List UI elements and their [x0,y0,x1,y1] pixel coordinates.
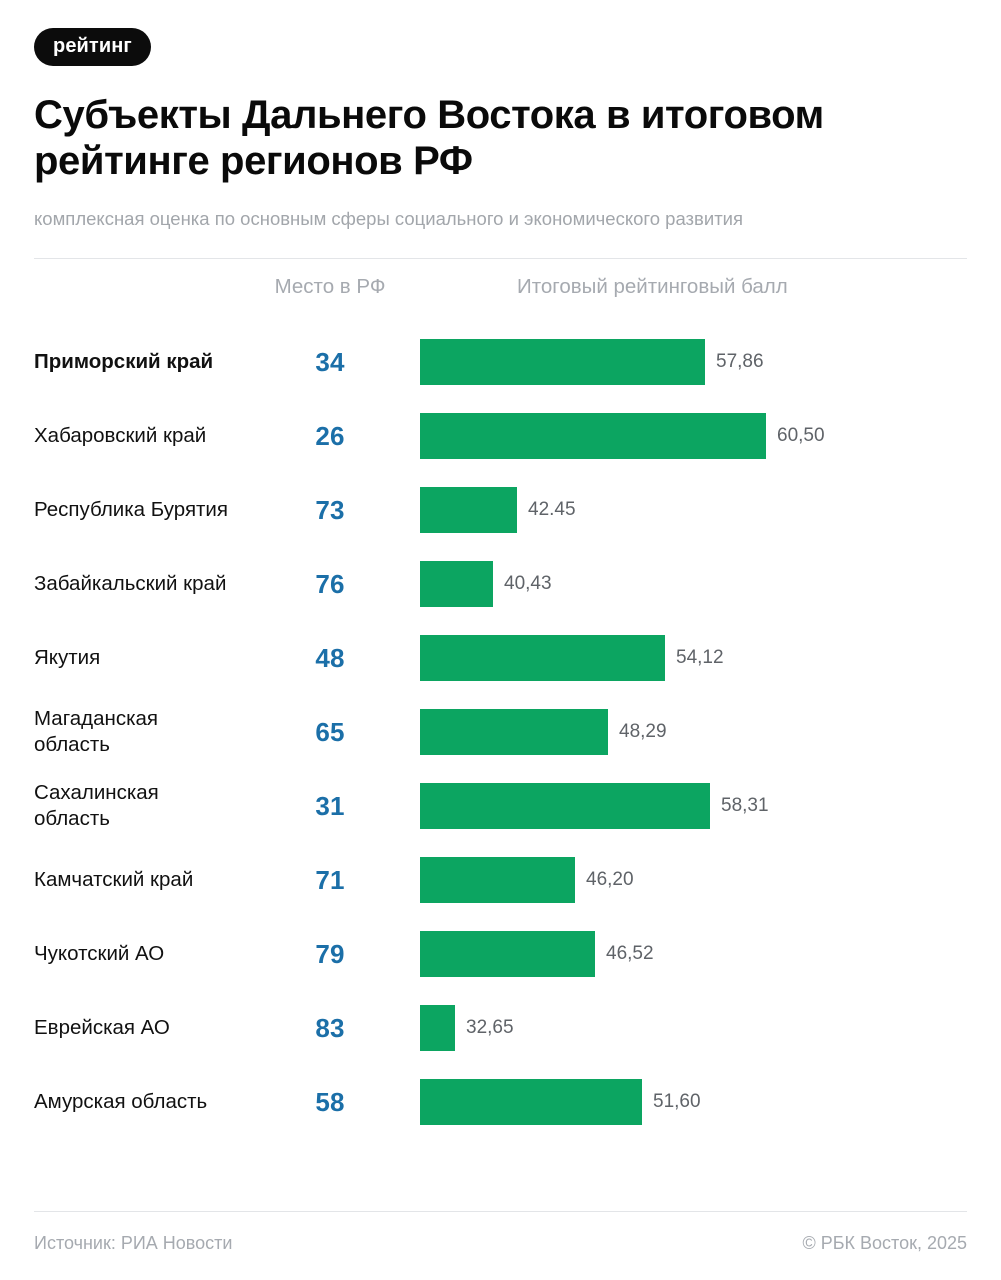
table-row: Магаданская область 65 48,29 [34,695,967,769]
rank-value: 26 [315,420,345,451]
table-row: Приморский край 34 57,86 [34,325,967,399]
table-row: Республика Бурятия 73 42.45 [34,473,967,547]
bar [420,339,705,386]
rank-value: 58 [315,1086,345,1117]
bar-area: 42.45 [420,473,967,547]
bar-value-label: 40,43 [504,573,552,595]
bar [420,1005,455,1052]
bar [420,635,665,682]
category-badge: рейтинг [34,28,151,66]
region-label: Еврейская АО [34,1016,170,1040]
bar [420,487,517,534]
bar-area: 46,52 [420,917,967,991]
bar-value-label: 58,31 [721,795,769,817]
bar-area: 54,12 [420,621,967,695]
bar-area: 46,20 [420,843,967,917]
region-label: Сахалинская область [34,781,159,831]
page-subtitle: комплексная оценка по основным сферы соц… [34,207,744,229]
bar [420,413,766,460]
footer: Источник: РИА Новости © РБК Восток, 2025 [34,1211,967,1280]
bar-value-label: 46,20 [586,869,634,891]
bar-area: 57,86 [420,325,967,399]
bar-value-label: 54,12 [676,647,724,669]
rank-value: 79 [315,938,345,969]
bar [420,561,493,608]
bar [420,931,595,978]
bar-chart: Приморский край 34 57,86 Хабаровский край 26… [34,321,967,1211]
header-divider [34,258,967,260]
column-headers: Место в РФ Итоговый рейтинговый балл [34,275,967,321]
rank-value: 65 [315,716,345,747]
region-label: Амурская область [34,1090,208,1114]
table-row: Амурская область 58 51,60 [34,1065,967,1139]
bar-area: 58,31 [420,769,967,843]
region-label: Забайкальский край [34,572,227,596]
bar-value-label: 42.45 [528,499,576,521]
column-header-rank: Место в РФ [274,275,386,299]
bar-value-label: 57,86 [716,351,764,373]
region-label: Камчатский край [34,868,194,892]
rank-value: 31 [315,790,345,821]
table-row: Еврейская АО 83 32,65 [34,991,967,1065]
bar-area: 48,29 [420,695,967,769]
rank-value: 71 [315,864,345,895]
bar-area: 32,65 [420,991,967,1065]
rank-value: 83 [315,1012,345,1043]
rank-value: 34 [315,346,345,377]
region-label: Чукотский АО [34,942,165,966]
table-row: Чукотский АО 79 46,52 [34,917,967,991]
region-label: Приморский край [34,350,214,374]
table-row: Камчатский край 71 46,20 [34,843,967,917]
table-row: Забайкальский край 76 40,43 [34,547,967,621]
footer-divider [34,1211,967,1212]
bar-value-label: 32,65 [466,1017,514,1039]
region-label: Якутия [34,646,101,670]
bar [420,1079,642,1126]
bar [420,709,608,756]
rank-value: 48 [315,642,345,673]
bar-area: 51,60 [420,1065,967,1139]
bar [420,857,575,904]
table-row: Якутия 48 54,12 [34,621,967,695]
region-label: Республика Бурятия [34,498,228,522]
copyright-label: © РБК Восток, 2025 [802,1233,967,1253]
bar-area: 60,50 [420,399,967,473]
column-header-score: Итоговый рейтинговый балл [517,275,788,299]
rank-value: 73 [315,494,345,525]
table-row: Хабаровский край 26 60,50 [34,399,967,473]
source-label: Источник: РИА Новости [34,1233,233,1253]
bar-value-label: 60,50 [777,425,825,447]
page-title: Субъекты Дальнего Востока в итоговом рей… [34,93,824,184]
bar-value-label: 46,52 [606,943,654,965]
region-label: Магаданская область [34,707,158,757]
bar-area: 40,43 [420,547,967,621]
region-label: Хабаровский край [34,424,207,448]
header: рейтинг Субъекты Дальнего Востока в итог… [34,0,967,260]
rank-value: 76 [315,568,345,599]
bar-value-label: 48,29 [619,721,667,743]
bar [420,783,710,830]
bar-value-label: 51,60 [653,1091,701,1113]
table-row: Сахалинская область 31 58,31 [34,769,967,843]
